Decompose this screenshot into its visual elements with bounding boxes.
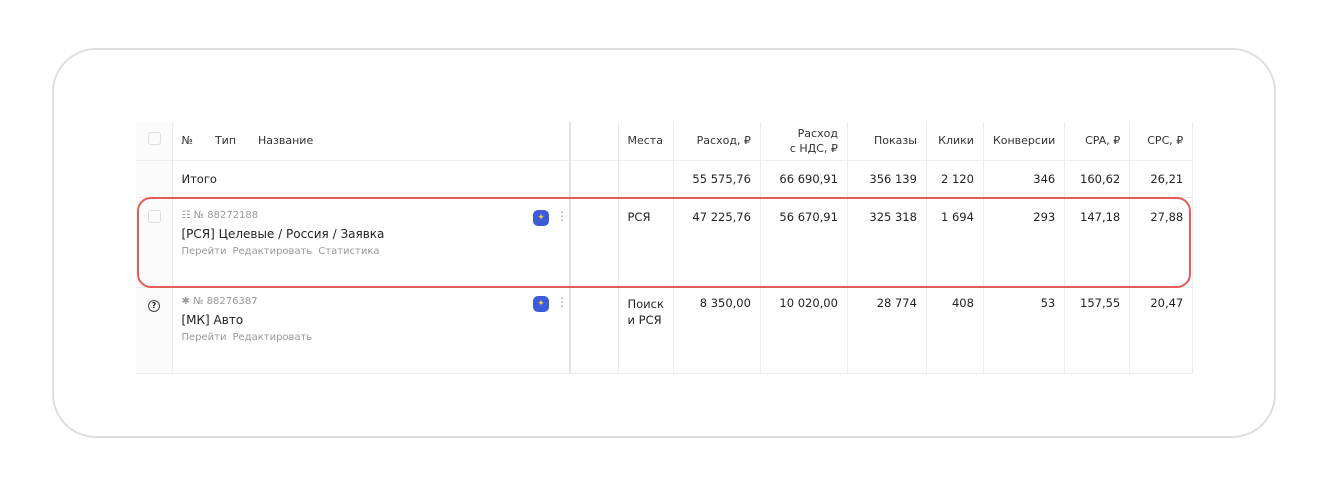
- col-spend[interactable]: Расход, ₽: [673, 122, 761, 161]
- table-row: ? ✱ № 88276387 [МК] Авто Перейти Редактир…: [136, 287, 1194, 374]
- col-type[interactable]: Тип: [214, 134, 237, 148]
- spend-vat: 10 020,00: [760, 287, 848, 374]
- cpa: 157,55: [1064, 287, 1131, 374]
- more-menu-icon[interactable]: ⋮: [556, 294, 568, 309]
- link-go[interactable]: Перейти: [181, 245, 227, 257]
- question-icon[interactable]: ?: [148, 299, 160, 312]
- more-menu-icon[interactable]: ⋮: [556, 208, 568, 223]
- clicks: 1 694: [926, 197, 984, 288]
- select-all-checkbox[interactable]: [148, 132, 161, 146]
- col-cpc[interactable]: CPC, ₽: [1129, 122, 1194, 161]
- impressions: 28 774: [847, 287, 927, 374]
- ai-sparkle-icon[interactable]: ✦: [533, 295, 549, 312]
- spend-vat: 56 670,91: [760, 197, 848, 288]
- total-cpa: 160,62: [1064, 160, 1131, 198]
- cpc: 20,47: [1129, 287, 1194, 374]
- impressions: 325 318: [847, 197, 927, 288]
- ai-sparkle-icon[interactable]: ✦: [533, 209, 549, 226]
- table-row: ☷ № 88272188 [РСЯ] Целевые / Россия / За…: [136, 197, 1194, 288]
- clicks: 408: [926, 287, 984, 374]
- total-cpc: 26,21: [1129, 160, 1194, 198]
- col-num[interactable]: №: [181, 134, 193, 148]
- master-campaign-icon: ✱: [181, 295, 190, 307]
- total-label: Итого: [172, 160, 571, 198]
- conversions: 53: [983, 287, 1066, 374]
- spend: 47 225,76: [673, 197, 761, 288]
- col-cpa[interactable]: CPA, ₽: [1064, 122, 1131, 161]
- header-row: № Тип Название Места Расход, ₽ Расход с НД…: [136, 122, 1194, 161]
- total-row: Итого 55 575,76 66 690,91 356 139 2 120 …: [136, 160, 1194, 198]
- frame: [52, 48, 1276, 438]
- col-places[interactable]: Места: [618, 122, 674, 161]
- link-go[interactable]: Перейти: [181, 331, 227, 343]
- total-places: [618, 160, 674, 198]
- places: Поиск и РСЯ: [618, 287, 674, 374]
- cpc: 27,88: [1129, 197, 1194, 288]
- total-conversions: 346: [983, 160, 1066, 198]
- conversions: 293: [983, 197, 1066, 288]
- col-conversions[interactable]: Конверсии: [983, 122, 1066, 161]
- link-edit[interactable]: Редактировать: [232, 331, 313, 343]
- campaign-title[interactable]: [МК] Авто: [181, 312, 244, 327]
- link-stats[interactable]: Статистика: [318, 245, 380, 257]
- total-spend-vat: 66 690,91: [760, 160, 848, 198]
- row-checkbox[interactable]: [148, 209, 161, 223]
- network-ads-icon: ☷: [181, 209, 191, 221]
- campaign-id: № 88276387: [193, 295, 258, 307]
- campaign-id: № 88272188: [193, 209, 259, 221]
- cpa: 147,18: [1064, 197, 1131, 288]
- link-edit[interactable]: Редактировать: [232, 245, 313, 257]
- campaign-title[interactable]: [РСЯ] Целевые / Россия / Заявка: [181, 226, 385, 241]
- places: РСЯ: [618, 197, 674, 288]
- total-spend: 55 575,76: [673, 160, 761, 198]
- col-name[interactable]: Название: [258, 134, 314, 148]
- col-clicks[interactable]: Клики: [926, 122, 984, 161]
- col-impressions[interactable]: Показы: [847, 122, 927, 161]
- total-clicks: 2 120: [926, 160, 984, 198]
- campaigns-table: № Тип Название Места Расход, ₽ Расход с НД…: [136, 122, 1194, 374]
- col-spend-vat[interactable]: Расход с НДС, ₽: [760, 122, 848, 161]
- spend: 8 350,00: [673, 287, 761, 374]
- total-impressions: 356 139: [847, 160, 927, 198]
